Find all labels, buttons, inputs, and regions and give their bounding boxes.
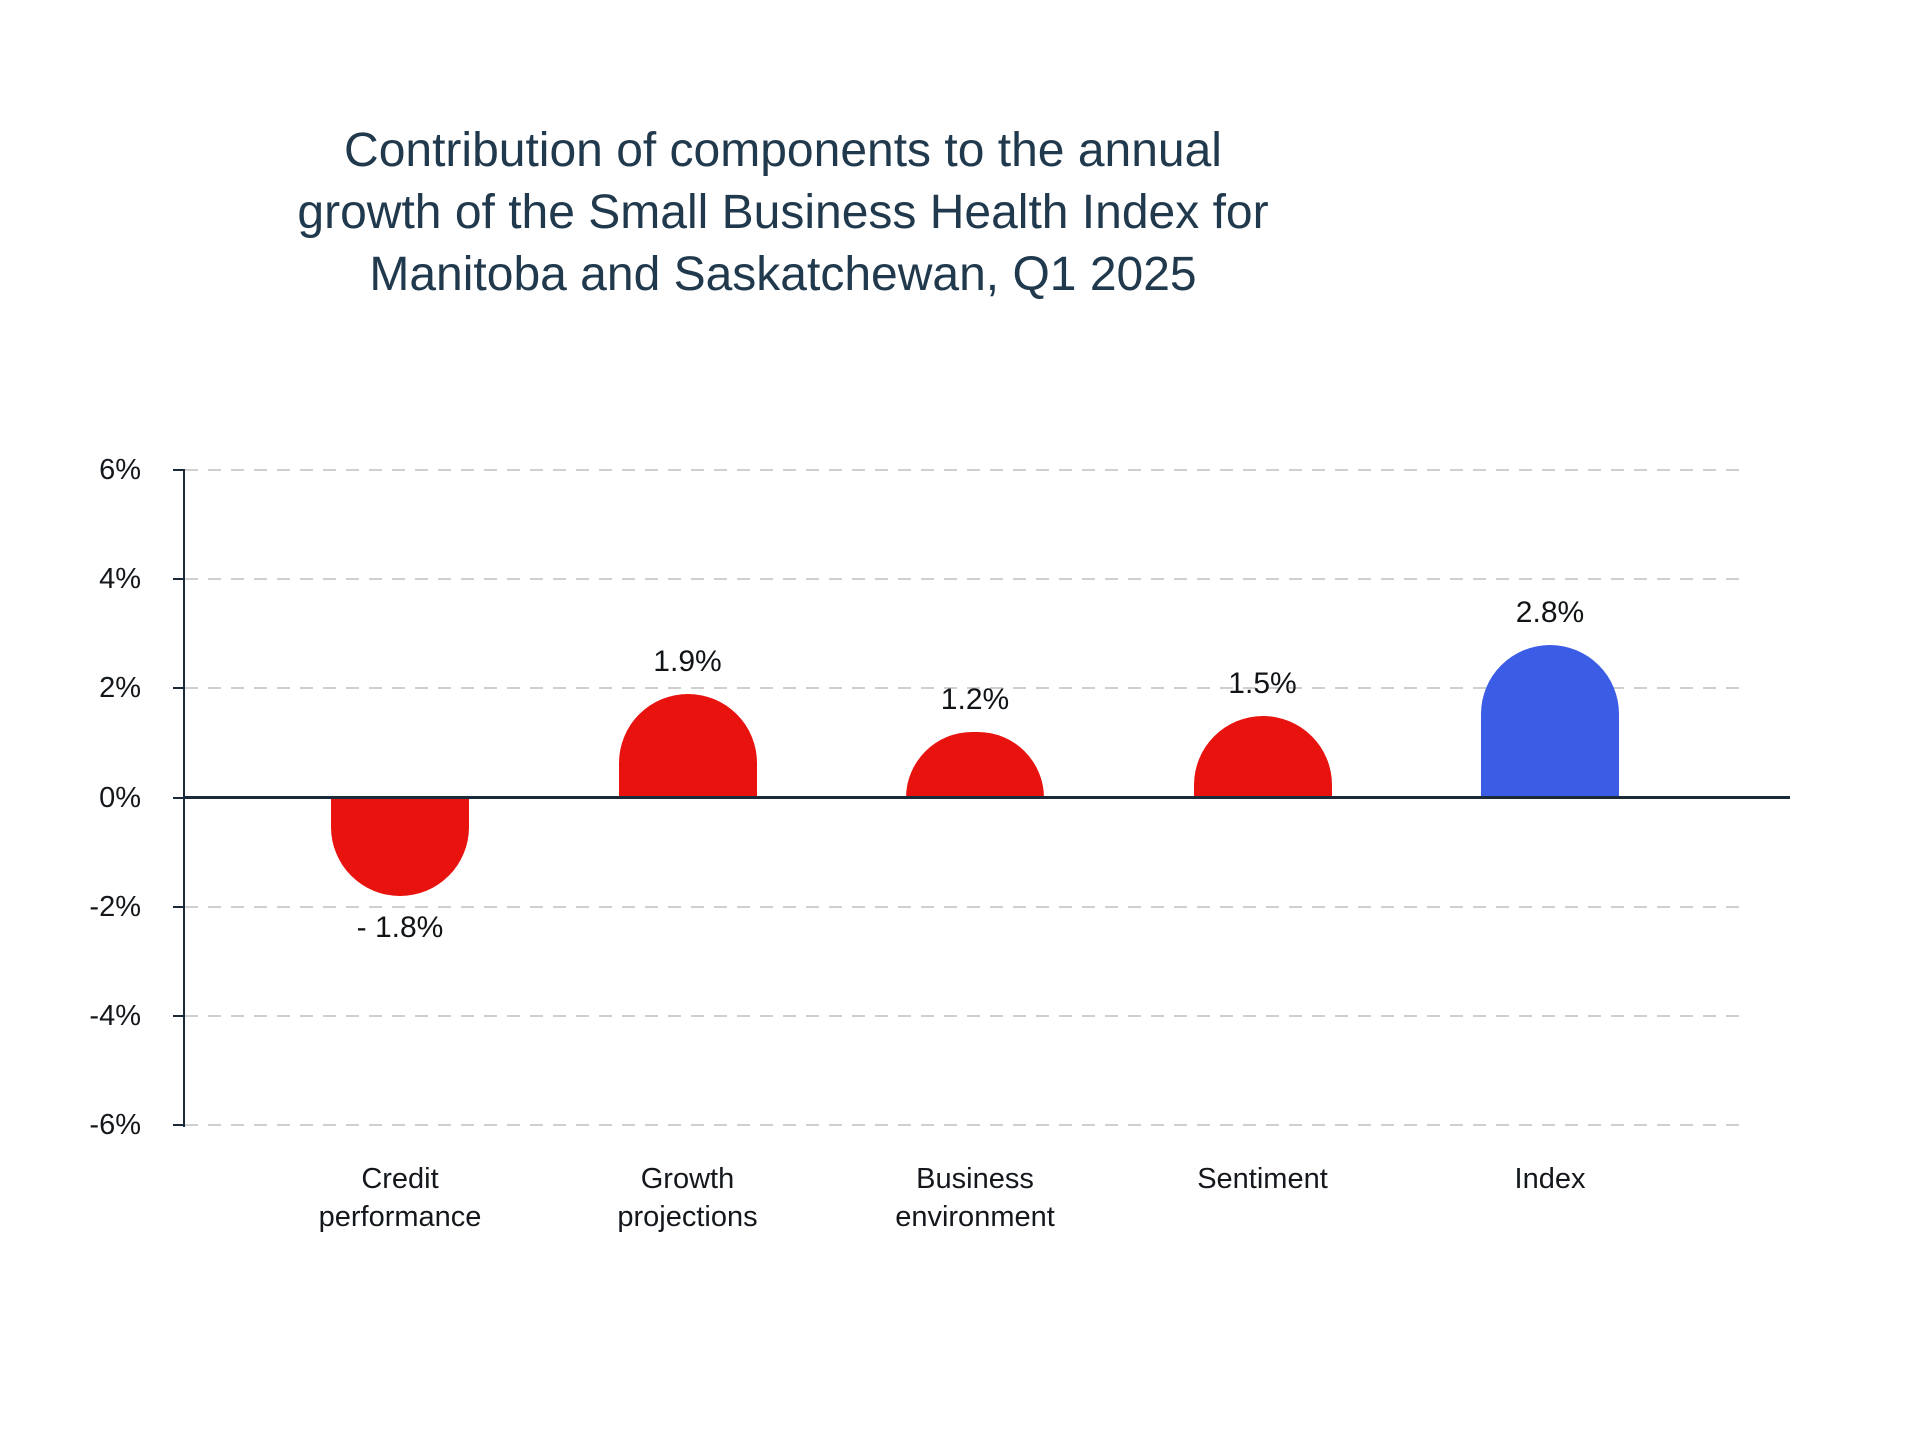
bar-value-label-sentiment: 1.5% [1228,666,1297,700]
category-label-line: performance [318,1201,482,1233]
category-label-line: projections [617,1201,758,1233]
x-axis-category-label-business-environment: Business environment [830,1160,1120,1236]
x-axis-category-label-growth-projections: Growth projections [543,1160,833,1236]
y-axis-tick [173,1014,185,1017]
bar-value-label-credit-performance: - 1.8% [356,910,444,944]
y-axis-label: -4% [89,999,141,1032]
zero-line [185,796,1790,799]
category-label-line: Growth [640,1163,735,1195]
category-label-line: Index [1514,1163,1586,1195]
category-label-line: Sentiment [1197,1163,1328,1195]
gridline--2 [185,905,1748,908]
x-axis-category-label-sentiment: Sentiment [1118,1160,1408,1198]
bar-credit-performance [331,797,469,896]
y-axis-label: 4% [99,563,141,596]
bar-sentiment [1193,715,1332,798]
chart-title-line-3: Manitoba and Saskatchewan, Q1 2025 [369,248,1197,301]
bar-growth-projections [618,693,757,798]
gridline--6 [185,1124,1748,1126]
bar-value-label-business-environment: 1.2% [940,683,1010,716]
gridline-4 [185,578,1748,581]
y-axis-label: 6% [99,454,141,486]
x-axis-category-label-credit-performance: Credit performance [255,1160,545,1236]
chart-title-line-1: Contribution of components to the annual [344,124,1222,177]
y-axis-label: 2% [99,672,141,705]
gridline-6 [185,469,1748,471]
y-axis-tick [173,578,185,581]
y-axis-tick [173,687,185,690]
bar-index [1481,644,1619,798]
bar-business-environment [906,732,1044,798]
y-axis-line [183,470,185,1127]
y-axis-tick [173,1124,185,1126]
y-axis-tick [173,796,185,799]
y-axis-tick [173,469,185,471]
category-label-line: Credit [361,1163,439,1195]
y-axis-label: -2% [89,890,141,923]
category-label-line: environment [895,1201,1055,1233]
chart-title: Contribution of components to the annual… [0,120,1566,306]
y-axis-label: -6% [89,1109,141,1141]
y-axis-label: 0% [99,781,141,814]
gridline-2 [185,687,1748,690]
x-axis-category-label-index: Index [1405,1160,1695,1198]
category-label-line: Business [916,1163,1034,1195]
chart-title-line-2: growth of the Small Business Health Inde… [297,186,1269,239]
y-axis-tick [173,905,185,908]
gridline--4 [185,1014,1748,1017]
bar-value-label-index: 2.8% [1515,595,1585,629]
bar-value-label-growth-projections: 1.9% [653,644,722,678]
